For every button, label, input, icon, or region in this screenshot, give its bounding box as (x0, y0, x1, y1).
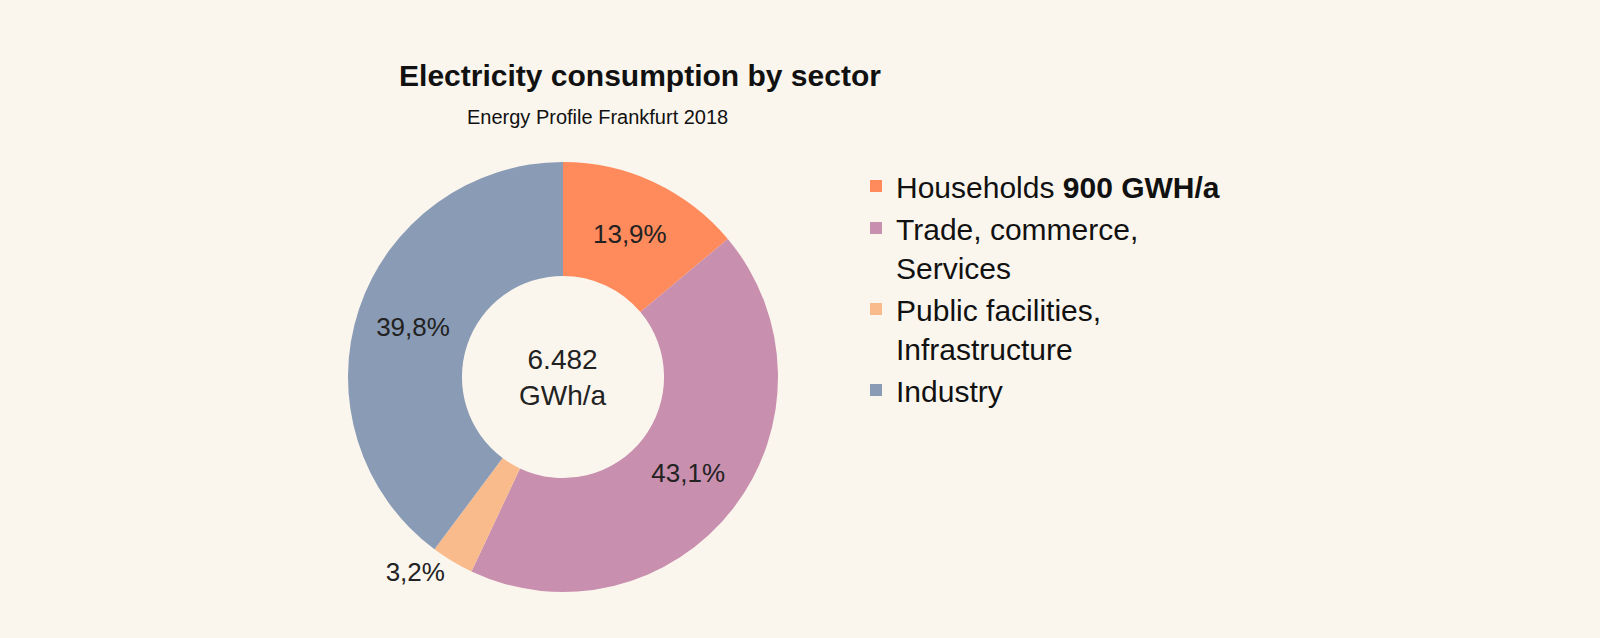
svg-text:3,2%: 3,2% (386, 557, 445, 587)
svg-text:Energy Profile Frankfurt 2018: Energy Profile Frankfurt 2018 (467, 106, 728, 128)
svg-text:Households 900 GWH/a: Households 900 GWH/a (896, 171, 1220, 204)
svg-text:Trade, commerce,Services: Trade, commerce,Services (896, 213, 1138, 285)
svg-text:6.482GWh/a: 6.482GWh/a (519, 344, 607, 411)
svg-text:13,9%: 13,9% (593, 219, 667, 249)
svg-text:39,8%: 39,8% (376, 312, 450, 342)
svg-text:43,1%: 43,1% (651, 458, 725, 488)
svg-text:Public facilities,Infrastructu: Public facilities,Infrastructure (896, 294, 1101, 366)
svg-text:Industry: Industry (896, 375, 1003, 408)
svg-text:Electricity consumption by sec: Electricity consumption by sector (399, 59, 881, 92)
